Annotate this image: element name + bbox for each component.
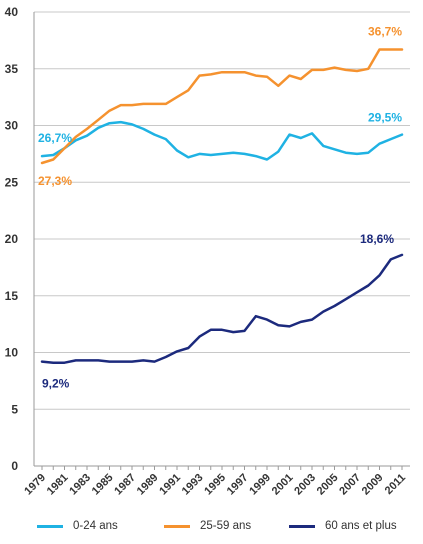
data-labels: 26,7% 29,5% 27,3% 36,7% 9,2% 18,6% xyxy=(38,24,402,390)
x-tick-label-1983: 1983 xyxy=(67,472,93,498)
y-tick-label-20: 20 xyxy=(5,232,19,246)
x-tick-label-1987: 1987 xyxy=(112,472,138,498)
gridlines xyxy=(34,11,410,410)
legend-label-25-59: 25-59 ans xyxy=(200,520,252,532)
legend-label-60-plus: 60 ans et plus xyxy=(325,520,397,532)
series-lines xyxy=(40,48,404,364)
x-tick-label-2005: 2005 xyxy=(315,472,341,498)
legend-label-0-24: 0-24 ans xyxy=(73,520,118,532)
y-tick-label-10: 10 xyxy=(5,346,19,360)
x-tick-label-2009: 2009 xyxy=(360,472,386,498)
x-tick-label-1991: 1991 xyxy=(157,472,183,498)
y-tick-label-0: 0 xyxy=(11,459,18,473)
y-tick-label-5: 5 xyxy=(11,402,18,416)
x-tick-label-2011: 2011 xyxy=(383,472,408,497)
legend: 0-24 ans 25-59 ans 60 ans et plus xyxy=(0,520,423,544)
x-tick-label-1993: 1993 xyxy=(180,472,206,498)
data-label-0-2011: 29,5% xyxy=(368,111,402,125)
x-tick-label-1989: 1989 xyxy=(135,472,161,498)
x-tick-label-1979: 1979 xyxy=(22,472,48,498)
data-label-1-2011: 36,7% xyxy=(368,24,402,38)
series-line-0 xyxy=(40,120,404,161)
data-label-2-2011: 18,6% xyxy=(360,232,394,246)
y-tick-label-40: 40 xyxy=(5,5,19,19)
legend-swatch-25-59 xyxy=(164,524,190,528)
legend-item-0-24: 0-24 ans xyxy=(37,520,118,532)
y-tick-label-30: 30 xyxy=(5,119,19,133)
series-line-2 xyxy=(40,253,404,364)
legend-item-25-59: 25-59 ans xyxy=(164,520,251,532)
x-axis-ticks: 1979198119831985198719891991199319951997… xyxy=(22,466,408,497)
data-label-1-1979: 27,3% xyxy=(38,174,72,188)
y-tick-label-15: 15 xyxy=(5,289,19,303)
y-tick-label-25: 25 xyxy=(5,175,19,189)
x-tick-label-1985: 1985 xyxy=(90,472,116,498)
legend-swatch-60-plus xyxy=(289,524,315,528)
x-tick-label-2007: 2007 xyxy=(337,472,363,498)
series-line-1 xyxy=(40,48,404,165)
x-tick-label-1999: 1999 xyxy=(247,472,273,498)
x-tick-label-2003: 2003 xyxy=(292,472,318,498)
x-tick-label-1995: 1995 xyxy=(202,472,228,498)
y-tick-label-35: 35 xyxy=(5,62,19,76)
legend-item-60-plus: 60 ans et plus xyxy=(289,520,397,532)
x-tick-label-1981: 1981 xyxy=(45,472,71,498)
legend-swatch-0-24 xyxy=(37,524,63,528)
data-label-2-1979: 9,2% xyxy=(42,377,70,391)
x-tick-label-2001: 2001 xyxy=(270,472,296,498)
line-chart: 0 5 10 15 20 25 30 35 40 19791981198319851987198… xyxy=(5,5,410,497)
x-tick-label-1997: 1997 xyxy=(225,472,251,498)
data-label-0-1979: 26,7% xyxy=(38,131,72,145)
y-axis-ticks: 0 5 10 15 20 25 30 35 40 xyxy=(5,5,19,473)
